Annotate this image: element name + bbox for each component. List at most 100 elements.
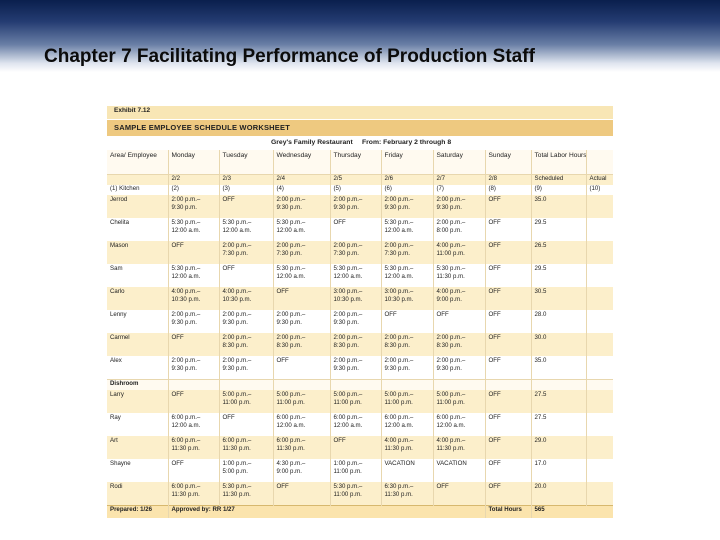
shift-start: 5:30 p.m.– [222,483,252,490]
shift-cell: OFF [272,287,330,310]
shift-start: 2:00 p.m.– [384,357,414,364]
shift-cell: 6:00 p.m.– 11:30 p.m. [167,482,219,506]
shift-end: 9:30 p.m. [276,319,302,326]
shift-start: 1:00 p.m.– [333,460,363,467]
shift-cell: 2:00 p.m.– 7:30 p.m. [380,241,433,264]
shift-start: 5:30 p.m.– [276,265,306,272]
date-cell: 2/8 [484,174,531,185]
shift-start: 5:00 p.m.– [222,391,252,398]
actual-hours [585,195,613,218]
shift-end: 12:00 a.m. [171,227,201,234]
date-cell: 2/2 [167,174,219,185]
shift-end: 9:00 p.m. [276,468,302,475]
shift-cell: OFF [484,218,531,241]
shift-end: 12:00 a.m. [384,227,414,234]
shift-cell: 5:30 p.m.– 12:00 a.m. [218,218,273,241]
employee-name: Jerrod [107,195,168,218]
shift-end: 11:30 p.m. [436,273,465,280]
total-hours-label: Total Hours [484,505,531,518]
shift-cell: OFF [329,436,381,459]
shift-cell: 4:00 p.m.– 9:00 p.m. [432,287,485,310]
column-header: Sunday [484,150,531,175]
shift-start: 5:00 p.m.– [333,391,363,398]
shift-cell: 2:00 p.m.– 8:30 p.m. [272,333,330,356]
table-row: Mason OFF 2:00 p.m.– 7:30 p.m. 2:00 p.m.– 7:3… [107,241,613,264]
column-header: Thursday [329,150,381,175]
shift-cell: OFF [167,390,219,413]
shift-start: VACATION [436,460,467,467]
column-number-row: (1) Kitchen (2) (3) (4) (5) (6) (7) (8) (9) (10) [107,185,613,195]
scheduled-hours: 29.0 [530,436,586,459]
shift-end: 7:30 p.m. [276,250,302,257]
shift-cell: 4:00 p.m.– 10:30 p.m. [218,287,273,310]
shift-start: 4:00 p.m.– [436,242,466,249]
employee-name: Ray [107,413,168,436]
date-cell [107,174,168,185]
shift-cell: OFF [484,264,531,287]
shift-end: 12:00 a.m. [171,273,201,280]
shift-start: 2:00 p.m.– [222,334,252,341]
shift-start: 6:00 p.m.– [436,414,466,421]
shift-start: OFF [488,391,501,398]
shift-start: 2:00 p.m.– [171,196,201,203]
shift-start: 2:00 p.m.– [333,311,363,318]
schedule-table: Area/ Employee Monday Tuesday Wednesday Thur… [107,150,613,518]
shift-cell: 6:00 p.m.– 12:00 a.m. [329,413,381,436]
shift-end: 11:30 p.m. [436,445,465,452]
column-header: Monday [167,150,219,175]
shift-cell: OFF [484,436,531,459]
shift-start: 6:00 p.m.– [171,414,201,421]
column-number-cell: (3) [218,185,273,195]
actual-hours [585,241,613,264]
shift-end: 9:30 p.m. [171,204,197,211]
shift-start: OFF [222,414,235,421]
shift-cell: 5:30 p.m.– 12:00 a.m. [167,264,219,287]
table-row: Sam 5:30 p.m.– 12:00 a.m. OFF 5:30 p.m.– 12:0… [107,264,613,287]
shift-end: 8:30 p.m. [333,342,359,349]
shift-cell: OFF [380,310,433,333]
table-row: Alex 2:00 p.m.– 9:30 p.m. 2:00 p.m.– 9:30 p.… [107,356,613,380]
shift-cell: 5:30 p.m.– 12:00 a.m. [380,264,433,287]
shift-end: 11:00 p.m. [436,250,465,257]
shift-start: 5:30 p.m.– [171,265,201,272]
shift-end: 8:30 p.m. [222,342,248,349]
exhibit-label: Exhibit 7.12 [114,107,151,114]
shift-start: OFF [171,460,184,467]
shift-end: 9:30 p.m. [384,365,410,372]
shift-cell: 4:00 p.m.– 10:30 p.m. [167,287,219,310]
shift-start: OFF [171,391,184,398]
scheduled-hours: 17.0 [530,459,586,482]
shift-cell: OFF [432,482,485,506]
column-number-cell: (4) [272,185,330,195]
shift-start: 2:00 p.m.– [276,242,306,249]
shift-cell: OFF [329,218,381,241]
shift-cell: OFF [484,333,531,356]
shift-start: 5:00 p.m.– [384,391,414,398]
column-header: Saturday [432,150,485,175]
shift-start: OFF [276,288,289,295]
table-row: Lenny 2:00 p.m.– 9:30 p.m. 2:00 p.m.– 9:30 p… [107,310,613,333]
shift-cell: 6:00 p.m.– 12:00 a.m. [380,413,433,436]
shift-start: OFF [488,311,501,318]
table-row: Ray 6:00 p.m.– 12:00 a.m. OFF 6:00 p.m.– 12:0… [107,413,613,436]
shift-cell: 2:00 p.m.– 8:00 p.m. [432,218,485,241]
exhibit-title-bar: SAMPLE EMPLOYEE SCHEDULE WORKSHEET [107,120,613,136]
column-number-cell: (6) [380,185,433,195]
shift-start: 6:00 p.m.– [171,483,201,490]
section-row-dishroom: Dishroom [107,379,613,390]
shift-cell: 2:00 p.m.– 9:30 p.m. [167,356,219,380]
shift-cell: 6:00 p.m.– 11:30 p.m. [272,436,330,459]
shift-end: 11:00 p.m. [436,399,465,406]
table-row: Jerrod 2:00 p.m.– 9:30 p.m. OFF 2:00 p.m.– 9:… [107,195,613,218]
column-number-cell: (8) [484,185,531,195]
shift-cell: 5:30 p.m.– 11:00 p.m. [329,482,381,506]
shift-start: 5:30 p.m.– [333,483,363,490]
employee-name: Carmel [107,333,168,356]
shift-cell: OFF [167,333,219,356]
shift-cell: 2:00 p.m.– 7:30 p.m. [329,241,381,264]
exhibit-label-bar: Exhibit 7.12 [107,106,613,119]
shift-cell: 1:00 p.m.– 5:00 p.m. [218,459,273,482]
actual-hours [585,356,613,380]
column-number-cell: (7) [432,185,485,195]
shift-start: 2:00 p.m.– [171,357,201,364]
